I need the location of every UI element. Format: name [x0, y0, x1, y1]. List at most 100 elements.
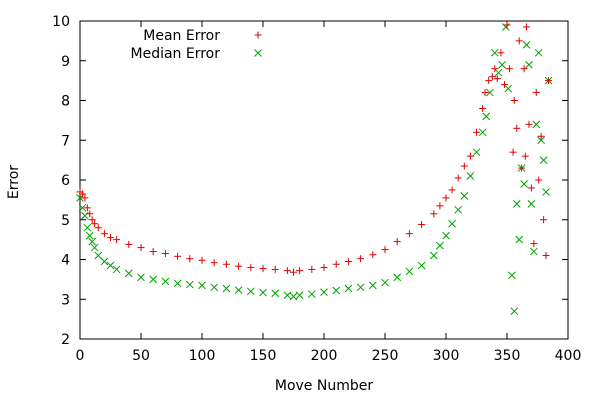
- data-point: [381, 246, 389, 254]
- legend-marker-symbol: [254, 31, 262, 39]
- data-point: [436, 202, 444, 210]
- data-point: [198, 256, 206, 264]
- x-tick-label: 0: [76, 348, 85, 364]
- data-point: [486, 88, 494, 97]
- data-point: [544, 77, 552, 85]
- data-point: [442, 231, 450, 240]
- data-point: [296, 267, 304, 275]
- y-tick-label: 4: [61, 253, 70, 269]
- data-point: [290, 268, 297, 276]
- legend-marker-symbol: [254, 49, 262, 57]
- data-point: [100, 230, 108, 238]
- data-point: [448, 186, 456, 194]
- data-point: [537, 136, 546, 145]
- data-point: [112, 265, 121, 274]
- data-point: [259, 265, 267, 273]
- data-point: [289, 292, 298, 301]
- axis-ticks: [79, 20, 569, 340]
- x-tick-label: 300: [433, 348, 460, 364]
- data-point: [417, 261, 426, 270]
- data-point: [512, 199, 521, 208]
- data-point: [460, 192, 469, 200]
- data-point: [534, 48, 543, 57]
- data-point: [473, 128, 480, 136]
- x-tick-label: 50: [132, 348, 150, 364]
- data-point: [185, 280, 194, 289]
- data-point: [259, 288, 267, 297]
- data-point: [430, 210, 438, 218]
- data-point: [246, 287, 255, 296]
- data-point: [124, 269, 133, 278]
- data-point: [137, 244, 145, 252]
- data-point: [497, 49, 505, 57]
- series-mean-error: [76, 21, 552, 276]
- data-point: [505, 65, 513, 73]
- data-point: [86, 210, 94, 218]
- data-point: [94, 224, 102, 232]
- data-point: [149, 248, 157, 256]
- data-point: [173, 279, 182, 288]
- y-tick-labels: 2 3 4 5 6 7 8 9 10: [52, 14, 70, 348]
- data-point: [234, 286, 243, 294]
- y-tick-label: 2: [61, 332, 70, 348]
- data-point: [381, 278, 389, 287]
- data-point: [530, 240, 538, 248]
- data-point: [344, 284, 353, 293]
- data-point: [466, 172, 475, 180]
- data-point: [542, 188, 550, 196]
- legend: Mean Error Median Error: [131, 28, 262, 62]
- data-point: [161, 250, 169, 258]
- data-point: [532, 89, 540, 97]
- data-point: [88, 216, 96, 224]
- legend-marker-median-error: [254, 49, 262, 57]
- data-point: [332, 260, 340, 268]
- x-tick-label: 150: [250, 348, 277, 364]
- y-tick-label: 7: [61, 133, 70, 149]
- data-point: [137, 273, 145, 282]
- data-point: [283, 291, 292, 300]
- data-point: [537, 132, 545, 140]
- data-point: [357, 255, 365, 263]
- data-point: [78, 203, 87, 212]
- data-point: [91, 220, 99, 228]
- data-point: [520, 65, 528, 73]
- data-point: [493, 75, 501, 83]
- data-point: [344, 257, 352, 265]
- data-point: [525, 60, 533, 69]
- data-point: [320, 263, 328, 271]
- data-point: [436, 241, 444, 250]
- data-point: [485, 77, 493, 85]
- data-point: [529, 247, 538, 256]
- x-tick-label: 400: [555, 348, 582, 364]
- data-point: [210, 283, 219, 292]
- data-point: [527, 199, 536, 208]
- data-point: [482, 112, 491, 121]
- data-point: [161, 277, 170, 286]
- data-point: [509, 148, 517, 156]
- data-point: [222, 260, 230, 268]
- data-point: [488, 73, 496, 81]
- data-point: [94, 251, 103, 260]
- x-axis-label: Move Number: [275, 378, 373, 394]
- data-point: [295, 291, 304, 300]
- data-point: [540, 216, 548, 224]
- data-point: [308, 265, 316, 273]
- series-layer: [76, 21, 553, 316]
- data-point: [466, 152, 474, 160]
- data-point: [210, 259, 218, 267]
- x-tick-label: 350: [494, 348, 521, 364]
- y-tick-label: 9: [61, 54, 70, 70]
- data-point: [393, 273, 402, 282]
- data-point: [454, 205, 463, 214]
- data-point: [88, 237, 97, 246]
- x-tick-label: 250: [372, 348, 399, 364]
- data-point: [85, 231, 94, 240]
- data-point: [125, 240, 133, 248]
- data-point: [521, 152, 529, 160]
- data-point: [369, 251, 377, 259]
- y-tick-label: 6: [61, 173, 70, 189]
- data-point: [186, 255, 194, 263]
- data-point: [332, 286, 341, 295]
- data-point: [515, 37, 523, 45]
- data-point: [442, 194, 450, 202]
